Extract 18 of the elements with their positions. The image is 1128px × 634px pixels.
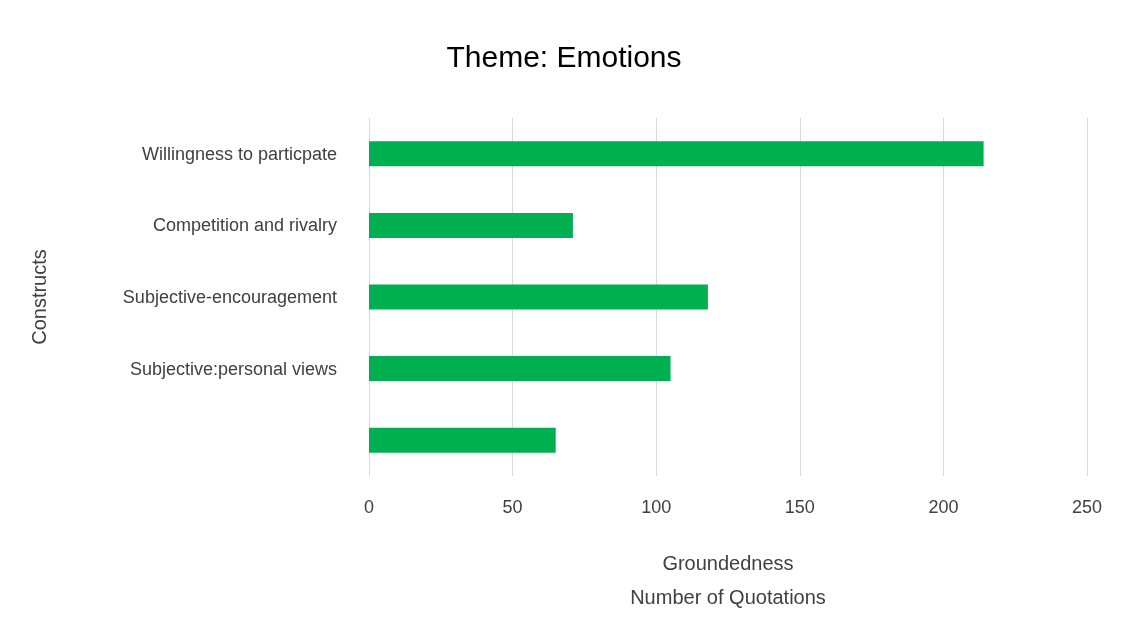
- bar: [369, 212, 573, 238]
- bar: [369, 141, 984, 167]
- x-tick-label: 50: [502, 497, 523, 517]
- x-tick-label: 150: [784, 497, 815, 517]
- x-axis-title: Groundedness Number of Quotations: [630, 552, 826, 608]
- bar: [369, 284, 708, 310]
- x-tick-label: 0: [363, 497, 375, 517]
- y-axis-title: Constructs: [28, 249, 50, 345]
- chart-title: Theme: Emotions: [446, 39, 682, 73]
- y-tick-label: Competition and rivalry: [152, 215, 337, 236]
- x-tick-label: 100: [641, 497, 672, 517]
- y-tick-label: Subjective:personal views: [129, 358, 337, 379]
- y-tick-label: Willingness to particpate: [141, 143, 337, 164]
- x-tick-label: 200: [928, 497, 959, 517]
- bar: [369, 427, 556, 453]
- x-tick-label: 250: [1071, 497, 1103, 517]
- y-tick-label: Subjective-encouragement: [122, 287, 337, 307]
- bar: [369, 356, 671, 382]
